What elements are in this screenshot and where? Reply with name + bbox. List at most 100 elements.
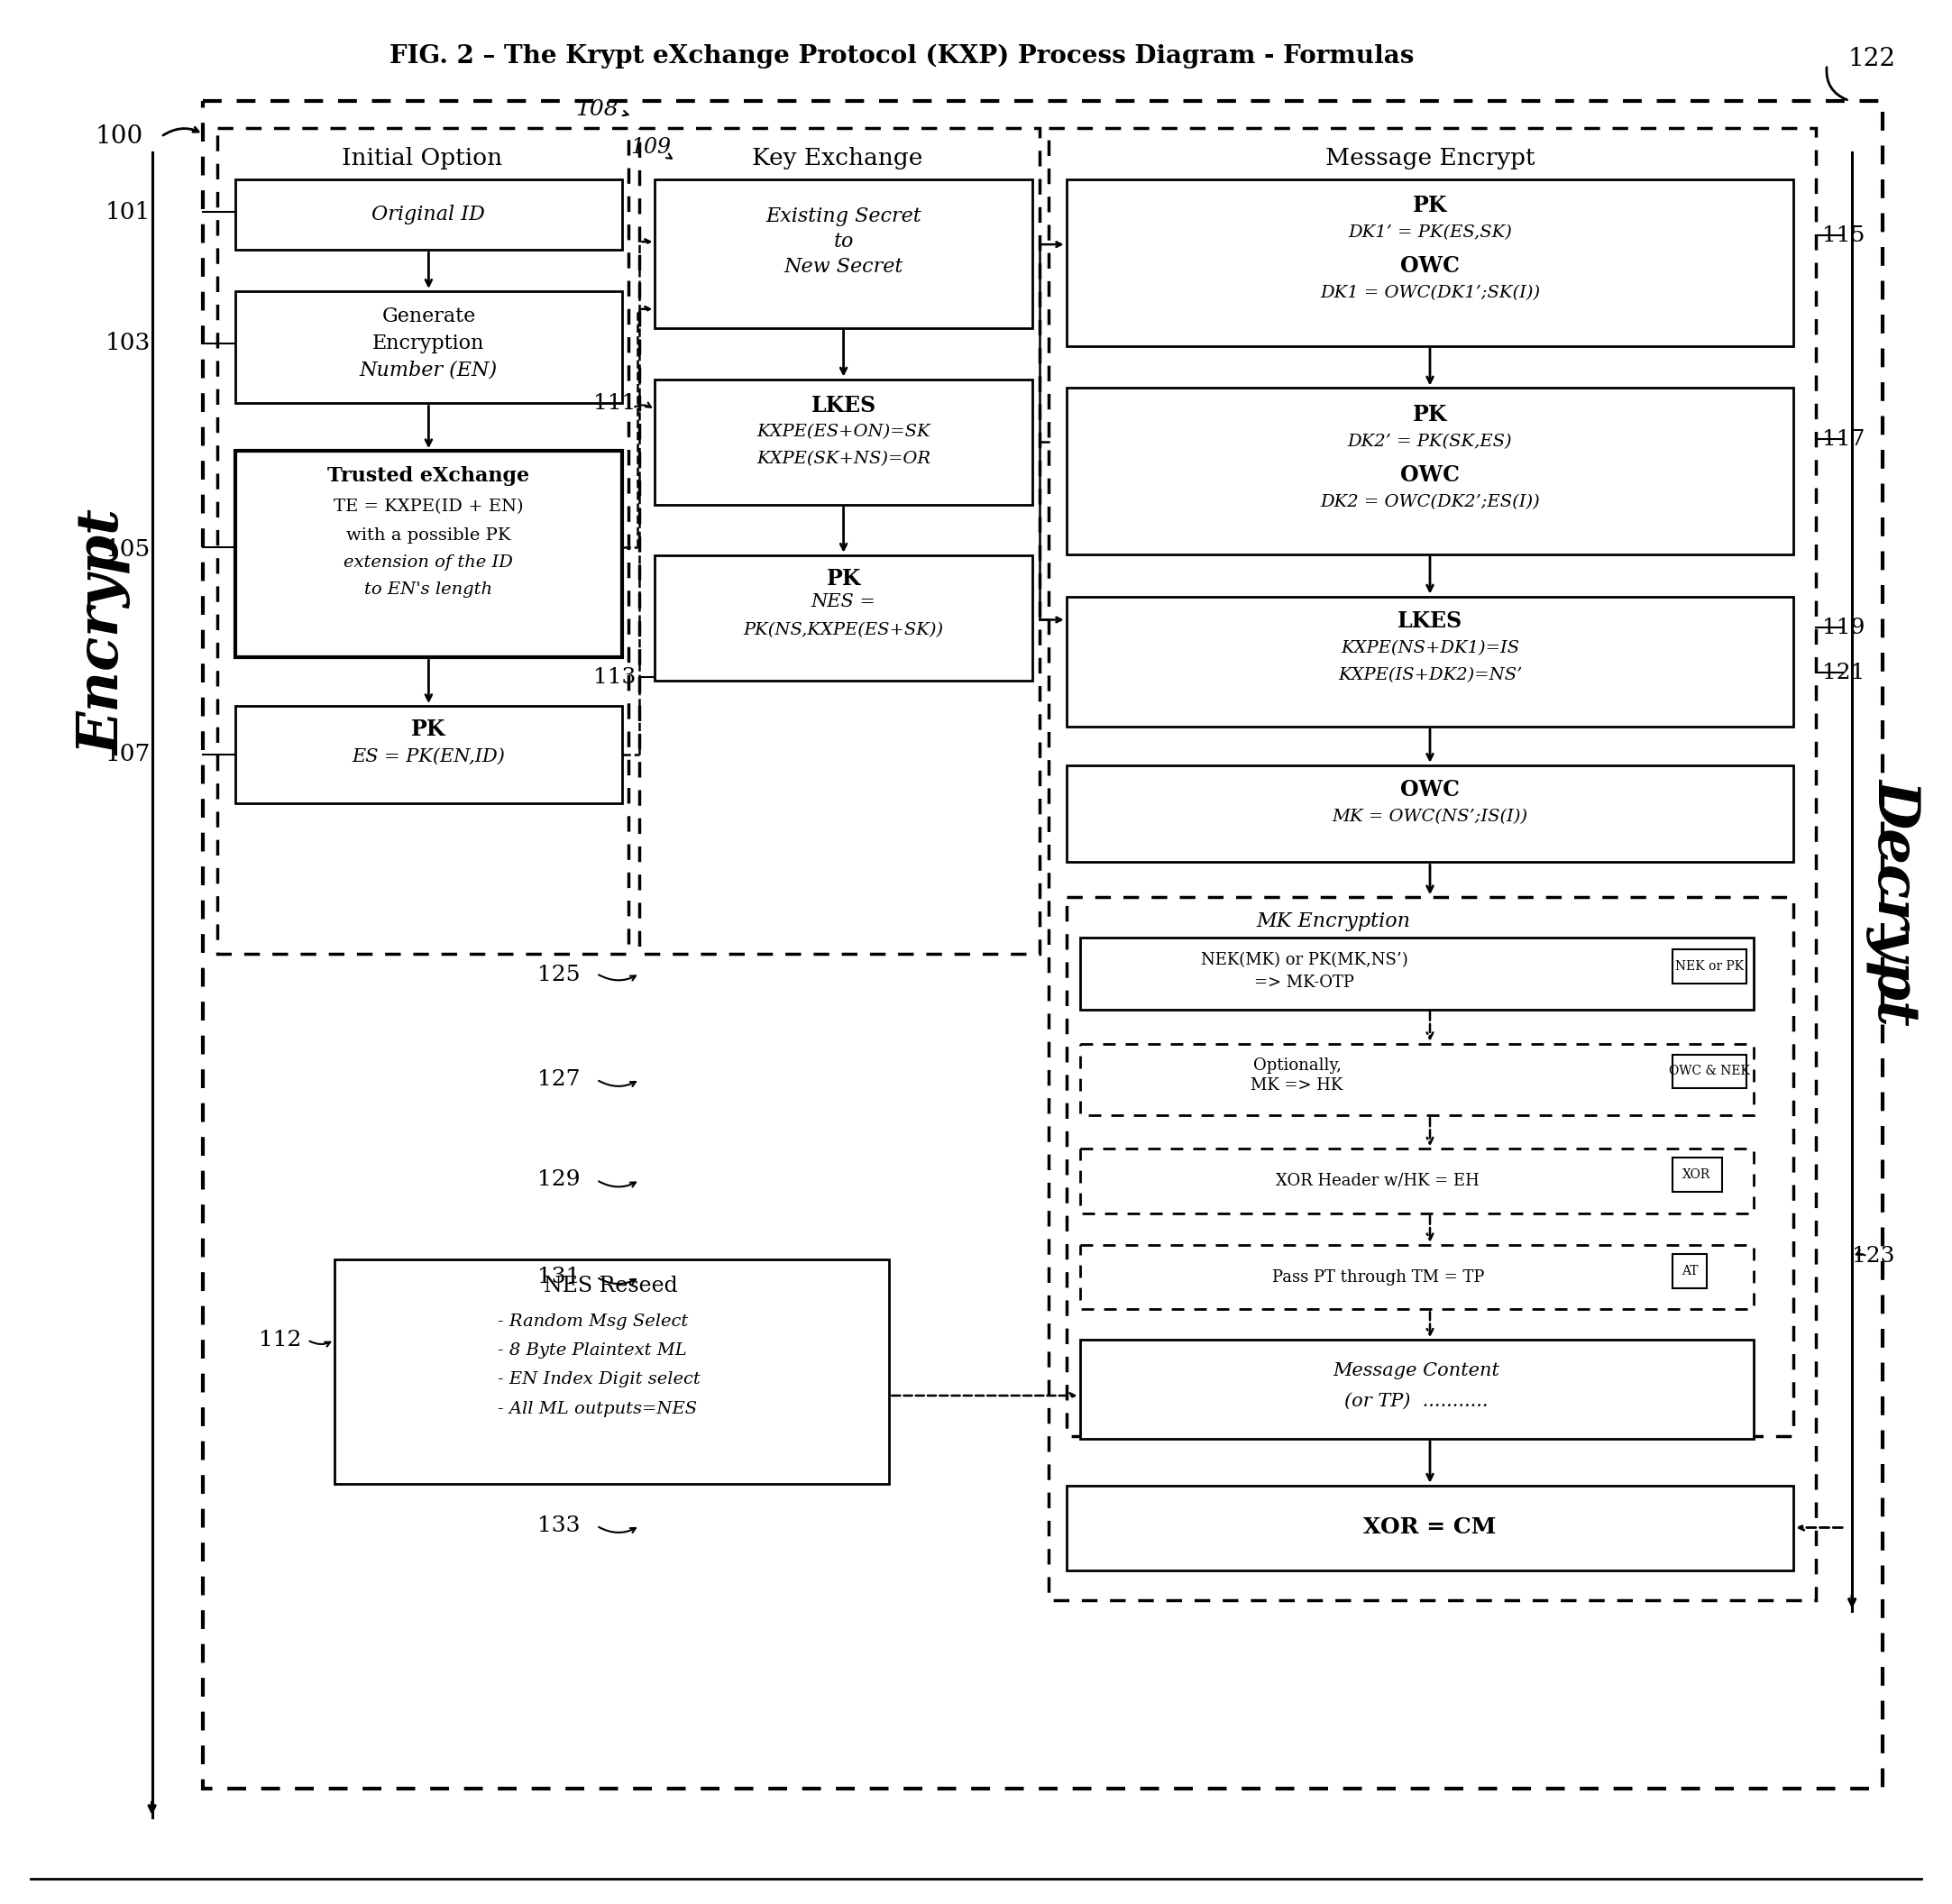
- Bar: [1066, 765, 1794, 863]
- Text: with a possible PK: with a possible PK: [346, 527, 511, 543]
- Text: 113: 113: [593, 666, 636, 687]
- Text: OWC & NEK: OWC & NEK: [1669, 1064, 1749, 1078]
- Text: 121: 121: [1821, 663, 1864, 684]
- Bar: [236, 706, 623, 803]
- Text: XOR: XOR: [1683, 1169, 1710, 1180]
- Bar: [1673, 950, 1747, 984]
- Bar: [1079, 1340, 1753, 1439]
- Text: 133: 133: [537, 1516, 580, 1537]
- Text: 117: 117: [1821, 428, 1864, 449]
- Text: Optionally,: Optionally,: [1253, 1057, 1341, 1074]
- Text: 122: 122: [1849, 48, 1895, 72]
- Text: XOR Header w/HK = EH: XOR Header w/HK = EH: [1277, 1173, 1480, 1190]
- Bar: [203, 101, 1882, 1790]
- Bar: [656, 179, 1033, 327]
- Text: OWC: OWC: [1400, 779, 1460, 800]
- Text: 127: 127: [537, 1070, 580, 1089]
- Text: MK Encryption: MK Encryption: [1255, 912, 1409, 931]
- Text: 125: 125: [537, 965, 580, 986]
- Bar: [236, 451, 623, 657]
- Text: 111: 111: [593, 392, 636, 413]
- Text: 108: 108: [576, 99, 619, 120]
- Text: 103: 103: [105, 331, 150, 354]
- Text: Encryption: Encryption: [373, 333, 484, 352]
- Text: OWC: OWC: [1400, 255, 1460, 276]
- Text: extension of the ID: extension of the ID: [344, 554, 513, 571]
- Bar: [1079, 937, 1753, 1009]
- Text: - Random Msg Select: - Random Msg Select: [498, 1314, 689, 1331]
- Text: 119: 119: [1821, 617, 1864, 638]
- Text: - EN Index Digit select: - EN Index Digit select: [498, 1371, 701, 1388]
- Text: Trusted eXchange: Trusted eXchange: [328, 466, 529, 486]
- Bar: [1673, 1253, 1706, 1287]
- Text: Message Encrypt: Message Encrypt: [1325, 147, 1534, 169]
- Text: Encrypt: Encrypt: [76, 508, 133, 756]
- Text: NEK or PK: NEK or PK: [1675, 960, 1743, 973]
- Text: ES = PK(EN,ID): ES = PK(EN,ID): [351, 748, 506, 765]
- Bar: [640, 128, 1038, 954]
- Text: 109: 109: [630, 137, 671, 158]
- Bar: [1066, 1485, 1794, 1571]
- Bar: [1673, 1158, 1722, 1192]
- Bar: [217, 128, 629, 954]
- Text: Number (EN): Number (EN): [359, 360, 498, 381]
- Text: NES =: NES =: [812, 594, 876, 611]
- Text: PK: PK: [826, 567, 861, 588]
- Text: Generate: Generate: [383, 307, 476, 326]
- Text: NES Reseed: NES Reseed: [545, 1276, 677, 1297]
- Text: 101: 101: [105, 200, 150, 223]
- Text: XOR = CM: XOR = CM: [1364, 1517, 1497, 1538]
- Text: Existing Secret: Existing Secret: [765, 208, 921, 227]
- Text: 112: 112: [260, 1329, 303, 1350]
- Text: KXPE(SK+NS)=OR: KXPE(SK+NS)=OR: [757, 451, 931, 466]
- Text: FIG. 2 – The Krypt eXchange Protocol (KXP) Process Diagram - Formulas: FIG. 2 – The Krypt eXchange Protocol (KX…: [390, 44, 1413, 69]
- Text: DK1’ = PK(ES,SK): DK1’ = PK(ES,SK): [1349, 225, 1513, 240]
- Text: New Secret: New Secret: [785, 257, 904, 276]
- Bar: [236, 291, 623, 404]
- Text: TE = KXPE(ID + EN): TE = KXPE(ID + EN): [334, 499, 523, 514]
- Text: DK1 = OWC(DK1’;SK(I)): DK1 = OWC(DK1’;SK(I)): [1320, 286, 1540, 301]
- Text: PK: PK: [1413, 404, 1446, 426]
- Text: => MK-OTP: => MK-OTP: [1255, 975, 1355, 990]
- Bar: [334, 1259, 890, 1483]
- Text: KXPE(NS+DK1)=IS: KXPE(NS+DK1)=IS: [1341, 640, 1519, 657]
- Text: KXPE(ES+ON)=SK: KXPE(ES+ON)=SK: [757, 425, 931, 440]
- Text: 115: 115: [1821, 225, 1864, 246]
- Text: to EN's length: to EN's length: [365, 581, 492, 598]
- Bar: [1066, 596, 1794, 727]
- Bar: [1066, 388, 1794, 554]
- Text: DK2 = OWC(DK2’;ES(I)): DK2 = OWC(DK2’;ES(I)): [1320, 493, 1540, 510]
- Text: - All ML outputs=NES: - All ML outputs=NES: [498, 1401, 697, 1417]
- Text: 105: 105: [105, 539, 150, 562]
- Bar: [1673, 1055, 1747, 1089]
- Text: Initial Option: Initial Option: [342, 147, 504, 169]
- Text: LKES: LKES: [1398, 611, 1462, 632]
- Text: Decrypt: Decrypt: [1866, 779, 1923, 1024]
- Text: 107: 107: [105, 743, 150, 765]
- Bar: [1079, 1043, 1753, 1116]
- Text: AT: AT: [1681, 1264, 1698, 1278]
- Text: (or TP)  ...........: (or TP) ...........: [1345, 1392, 1489, 1409]
- Text: PK(NS,KXPE(ES+SK)): PK(NS,KXPE(ES+SK)): [744, 623, 943, 638]
- Bar: [1066, 897, 1794, 1436]
- Text: 129: 129: [537, 1169, 580, 1190]
- Bar: [1066, 179, 1794, 347]
- Text: to: to: [834, 232, 853, 251]
- Text: Key Exchange: Key Exchange: [752, 147, 923, 169]
- Text: 100: 100: [96, 124, 142, 149]
- Text: LKES: LKES: [810, 396, 876, 417]
- Bar: [236, 179, 623, 249]
- Text: DK2’ = PK(SK,ES): DK2’ = PK(SK,ES): [1347, 434, 1513, 449]
- Text: PK: PK: [1413, 194, 1446, 217]
- Bar: [656, 379, 1033, 505]
- Text: NEK(MK) or PK(MK,NS’): NEK(MK) or PK(MK,NS’): [1200, 952, 1407, 969]
- Bar: [1079, 1245, 1753, 1310]
- Text: MK = OWC(NS’;IS(I)): MK = OWC(NS’;IS(I)): [1331, 809, 1528, 824]
- Bar: [1079, 1148, 1753, 1213]
- Text: - 8 Byte Plaintext ML: - 8 Byte Plaintext ML: [498, 1342, 687, 1359]
- Text: KXPE(IS+DK2)=NS’: KXPE(IS+DK2)=NS’: [1337, 666, 1523, 684]
- Text: OWC: OWC: [1400, 465, 1460, 486]
- Text: PK: PK: [412, 718, 445, 741]
- Bar: [656, 556, 1033, 682]
- Text: Message Content: Message Content: [1333, 1361, 1499, 1378]
